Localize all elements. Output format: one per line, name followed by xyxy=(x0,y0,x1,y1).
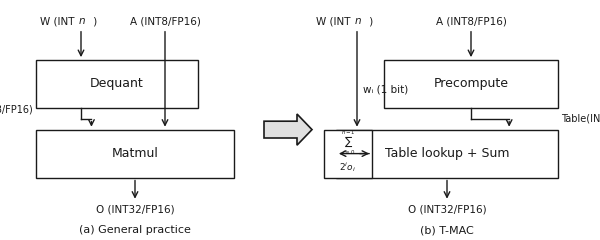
Text: $\sum_{i=0}^{n-1}$: $\sum_{i=0}^{n-1}$ xyxy=(341,129,355,157)
FancyBboxPatch shape xyxy=(36,60,198,108)
Text: (b) T-MAC: (b) T-MAC xyxy=(420,225,474,235)
Text: ): ) xyxy=(90,16,97,26)
Text: Table(INT8/FP16): Table(INT8/FP16) xyxy=(561,114,600,124)
Text: W (INT8/FP16): W (INT8/FP16) xyxy=(0,104,33,114)
Text: wᵢ (1 bit): wᵢ (1 bit) xyxy=(363,85,408,95)
Text: n: n xyxy=(355,16,361,26)
Text: Precompute: Precompute xyxy=(433,78,509,90)
Text: n: n xyxy=(79,16,85,26)
Text: ): ) xyxy=(366,16,373,26)
Text: W (INT: W (INT xyxy=(40,16,78,26)
Text: A (INT8/FP16): A (INT8/FP16) xyxy=(436,16,506,26)
Text: Table lookup + Sum: Table lookup + Sum xyxy=(385,147,509,160)
Text: O (INT32/FP16): O (INT32/FP16) xyxy=(407,204,487,214)
Text: W (INT: W (INT xyxy=(316,16,354,26)
FancyBboxPatch shape xyxy=(384,60,558,108)
Text: A (INT8/FP16): A (INT8/FP16) xyxy=(130,16,200,26)
Text: (a) General practice: (a) General practice xyxy=(79,225,191,235)
FancyBboxPatch shape xyxy=(36,130,234,178)
FancyBboxPatch shape xyxy=(336,130,558,178)
Text: $2^i o_i$: $2^i o_i$ xyxy=(340,160,356,174)
FancyBboxPatch shape xyxy=(324,130,372,178)
Text: O (INT32/FP16): O (INT32/FP16) xyxy=(95,204,175,214)
Text: Matmul: Matmul xyxy=(112,147,158,160)
Polygon shape xyxy=(264,114,312,145)
Text: Dequant: Dequant xyxy=(90,78,144,90)
